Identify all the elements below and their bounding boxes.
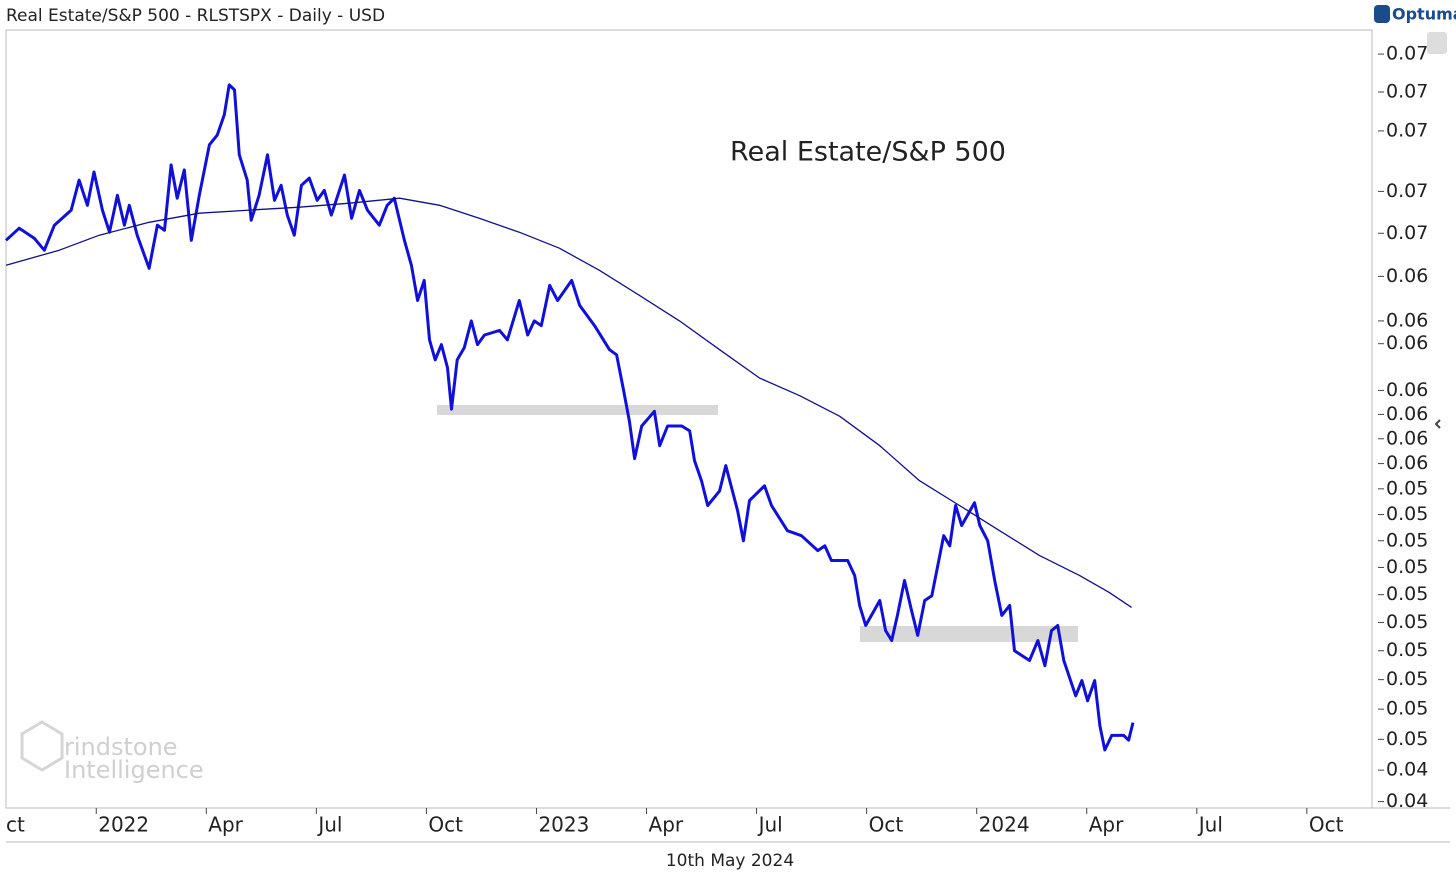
y-tick-label: 0.07 <box>1386 80 1428 102</box>
collapse-arrow[interactable] <box>1434 419 1441 429</box>
x-tick-label: 2024 <box>979 813 1030 837</box>
watermark: rindstone Intelligence <box>20 720 204 784</box>
x-tick-label: Jul <box>316 813 342 837</box>
brand: Optuma <box>1392 5 1456 24</box>
y-tick-label: 0.05 <box>1386 611 1428 633</box>
y-tick-label: 0.06 <box>1386 452 1428 474</box>
lock-icon[interactable] <box>1427 32 1447 54</box>
support-zone <box>437 405 718 415</box>
watermark-logo <box>20 720 64 772</box>
y-tick-label: 0.06 <box>1386 403 1428 425</box>
watermark-text: rindstone <box>64 733 178 761</box>
line-series <box>5 197 1132 608</box>
y-tick-label: 0.07 <box>1386 222 1428 244</box>
x-tick-label: Apr <box>649 813 684 837</box>
x-tick-label: Oct <box>869 813 904 837</box>
x-tick-label: Oct <box>428 813 463 837</box>
x-tick-label: Oct <box>1309 813 1344 837</box>
y-tick-label: 0.05 <box>1386 529 1428 551</box>
y-tick-label: 0.05 <box>1386 503 1428 525</box>
y-tick-label: 0.05 <box>1386 583 1428 605</box>
x-tick-label: Jul <box>757 813 783 837</box>
y-tick-label: 0.05 <box>1386 668 1428 690</box>
line-series <box>4 83 1135 752</box>
y-tick-label: 0.04 <box>1386 790 1428 812</box>
x-tick-label: 2023 <box>538 813 589 837</box>
x-tick-label: 2022 <box>98 813 149 837</box>
watermark-text: Intelligence <box>64 756 204 784</box>
support-zone <box>860 626 1078 642</box>
y-tick-label: 0.06 <box>1386 265 1428 287</box>
plot-frame <box>5 29 1373 809</box>
date-label: 10th May 2024 <box>666 851 794 871</box>
x-tick-label: ct <box>6 813 25 837</box>
y-tick-label: 0.05 <box>1386 728 1428 750</box>
y-tick-label: 0.07 <box>1386 119 1428 141</box>
y-tick-label: 0.05 <box>1386 698 1428 720</box>
x-tick-label: Apr <box>1089 813 1124 837</box>
y-tick-label: 0.05 <box>1386 477 1428 499</box>
y-tick-label: 0.06 <box>1386 309 1428 331</box>
annotation: Real Estate/S&P 500 <box>730 137 1006 168</box>
y-tick-label: 0.06 <box>1386 379 1428 401</box>
y-tick-label: 0.06 <box>1386 332 1428 354</box>
y-tick-label: 0.05 <box>1386 556 1428 578</box>
header-title: Real Estate/S&P 500 - RLSTSPX - Daily - … <box>6 6 385 26</box>
y-tick-label: 0.07 <box>1386 180 1428 202</box>
x-tick-label: Jul <box>1197 813 1223 837</box>
x-tick-label: Apr <box>208 813 243 837</box>
brand-logo <box>1374 5 1390 23</box>
y-tick-label: 0.07 <box>1386 43 1428 65</box>
y-tick-label: 0.04 <box>1386 759 1428 781</box>
y-tick-label: 0.05 <box>1386 639 1428 661</box>
y-tick-label: 0.06 <box>1386 427 1428 449</box>
